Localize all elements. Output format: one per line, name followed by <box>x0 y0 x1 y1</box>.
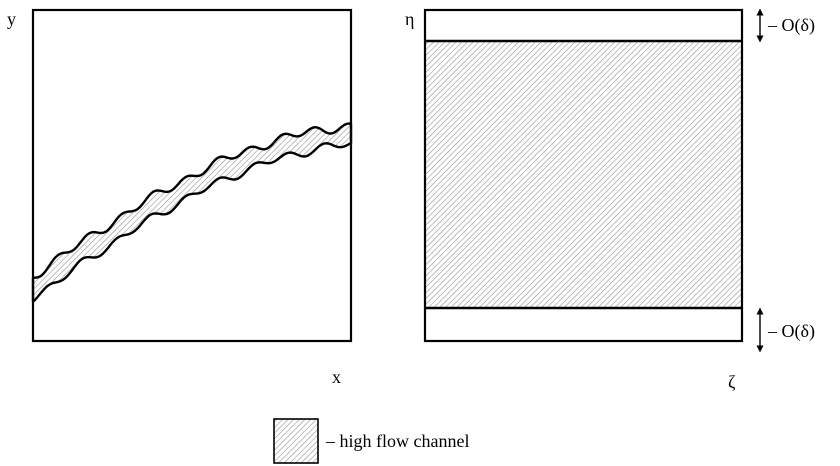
right-y-axis-label: η <box>405 9 414 29</box>
wavy-channel-band <box>31 122 353 303</box>
legend: – high flow channel <box>273 418 469 464</box>
left-panel-frame <box>31 8 353 343</box>
right-x-axis-label: ζ <box>728 372 736 392</box>
bottom-boundary-label: – O(δ) <box>767 321 815 342</box>
rescaled-channel-region <box>425 41 742 308</box>
right-panel: η ζ – O(δ) – O(δ) <box>405 8 815 392</box>
right-panel-frame <box>423 8 744 343</box>
left-x-axis-label: x <box>332 367 341 387</box>
left-panel: y x <box>7 8 353 387</box>
legend-label: – high flow channel <box>325 431 469 451</box>
left-y-axis-label: y <box>7 9 16 29</box>
legend-swatch <box>273 418 319 464</box>
top-boundary-label: – O(δ) <box>767 15 815 36</box>
